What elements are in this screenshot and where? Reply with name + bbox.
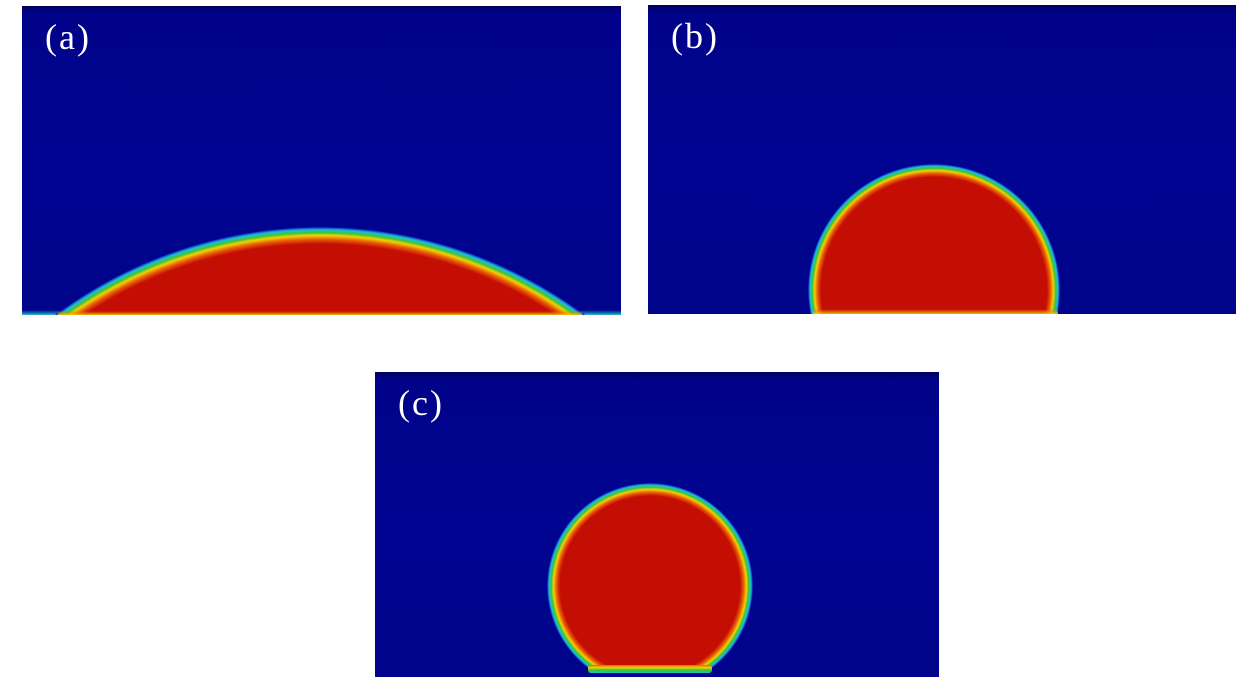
panel-a: (a) — [22, 6, 621, 315]
panel-b: (b) — [648, 5, 1236, 314]
simulation-field-c — [375, 372, 939, 677]
panel-label-c: (c) — [398, 383, 444, 423]
panel-c: (c) — [375, 372, 939, 677]
panel-label-a: (a) — [45, 17, 91, 57]
panel-label-b: (b) — [671, 16, 719, 56]
simulation-field-a — [22, 6, 621, 315]
simulation-field-b — [648, 5, 1236, 314]
